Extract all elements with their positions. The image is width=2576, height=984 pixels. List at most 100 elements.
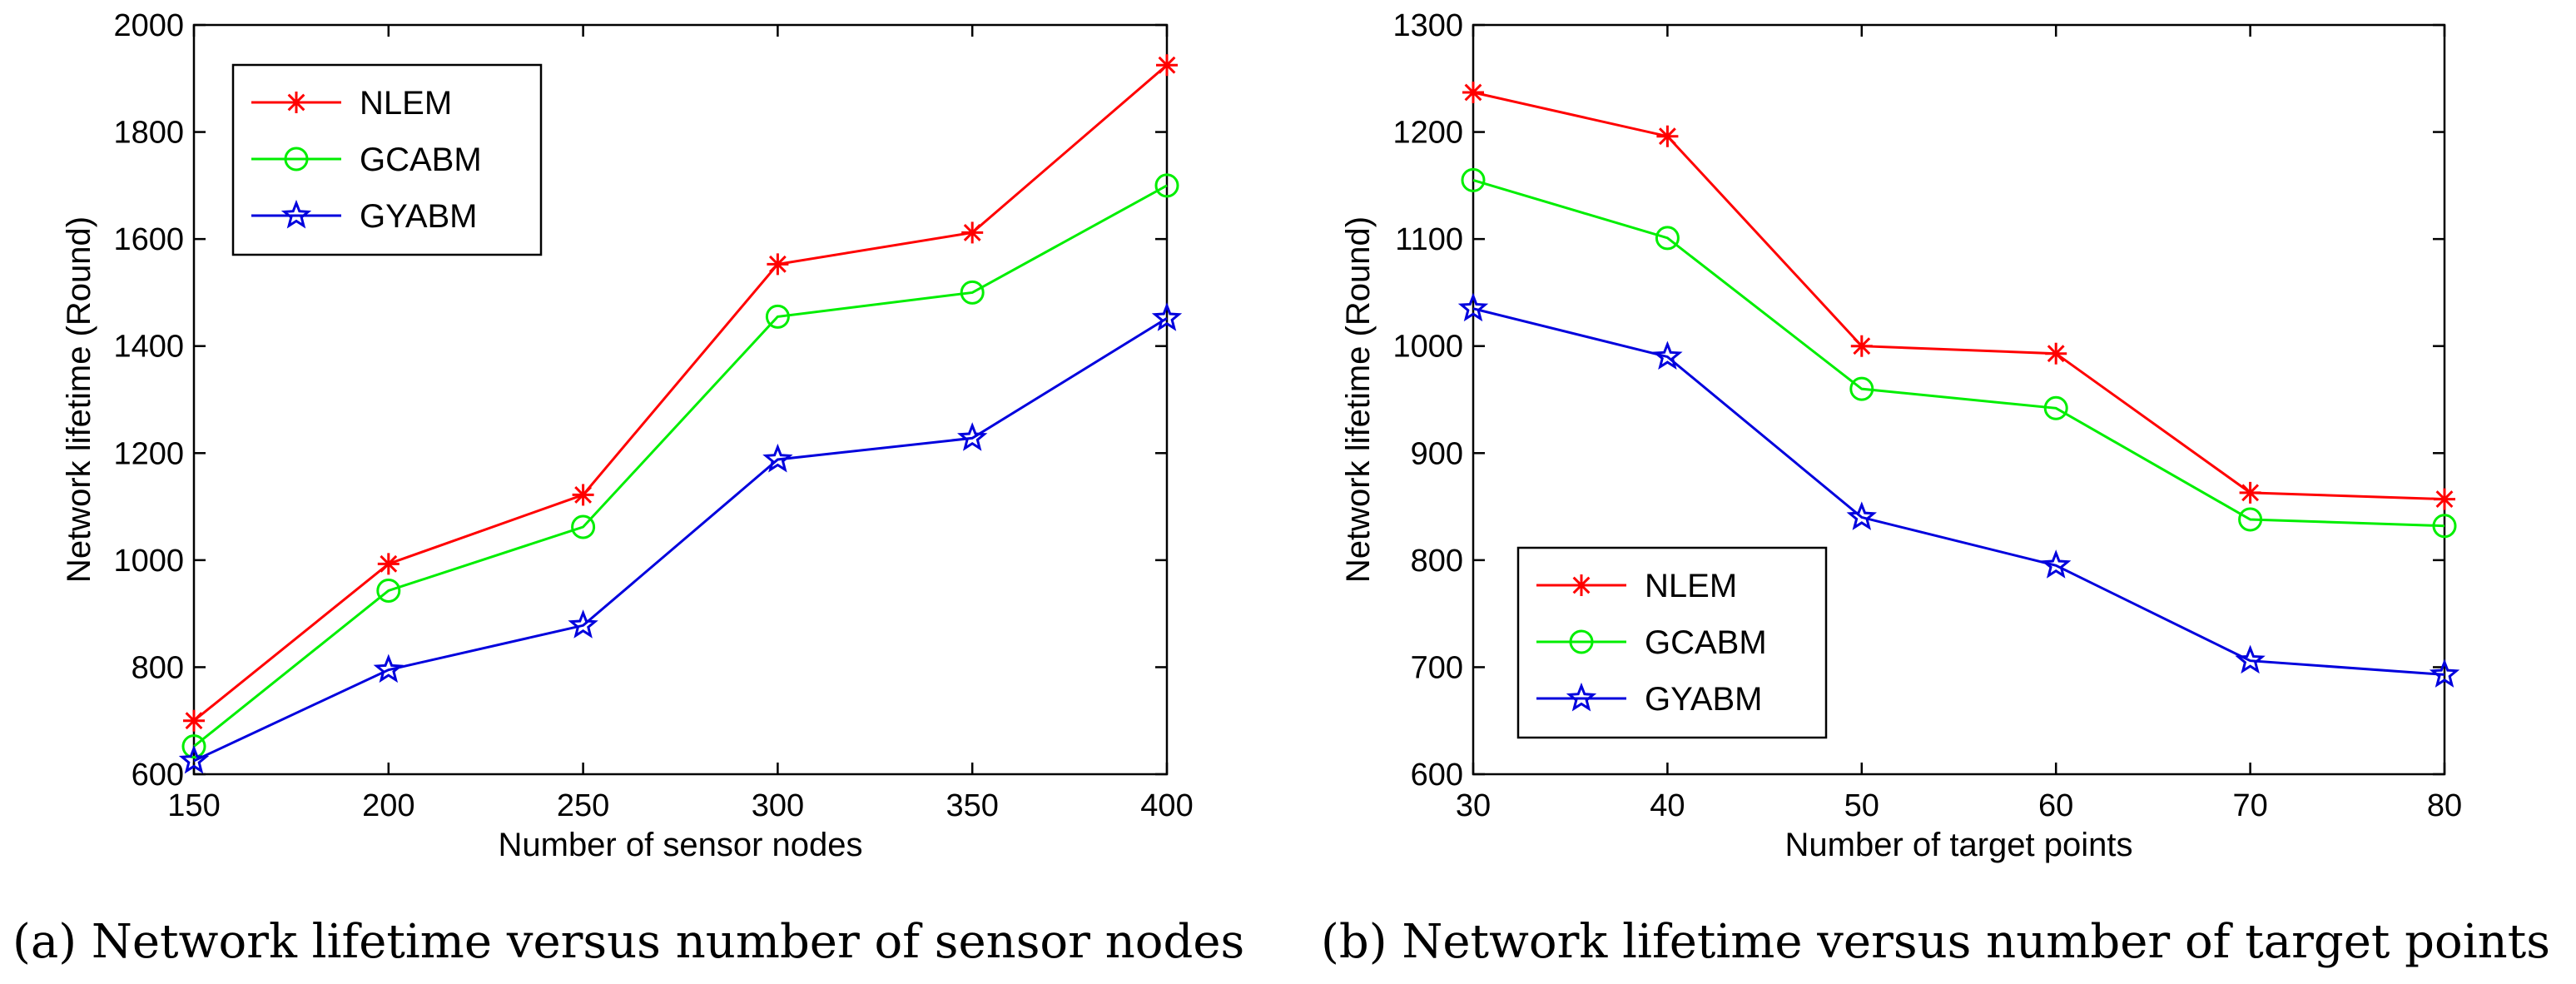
legend-marker-gyabm [1566, 682, 1597, 712]
y-tick-label: 900 [1411, 436, 1463, 471]
y-tick-label: 1300 [1392, 8, 1463, 43]
y-axis-label: Network lifetime (Round) [61, 216, 97, 583]
data-point-gcabm [2043, 395, 2068, 420]
legend-label-gcabm: GCABM [1645, 624, 1767, 661]
data-point-gcabm [1849, 376, 1874, 401]
legend-marker-nlem [1571, 574, 1592, 596]
series-line-gyabm [1472, 307, 2445, 676]
y-tick-label: 1000 [1392, 330, 1463, 365]
data-point-nlem [1656, 125, 1679, 147]
series-line-gcabm [193, 184, 1168, 748]
data-point-gyabm [762, 443, 793, 473]
legend-entry-gcabm: GCABM [251, 142, 482, 178]
legend-entry-nlem: NLEM [1536, 568, 1737, 604]
data-point-gyabm [1457, 292, 1489, 322]
series-gcabm [1461, 167, 2457, 539]
data-point-gcabm [571, 514, 596, 539]
legend-entry-nlem: NLEM [251, 85, 452, 122]
legend-label-gcabm: GCABM [360, 142, 482, 178]
series-line-gyabm [193, 317, 1168, 763]
y-tick-label: 600 [1411, 758, 1463, 793]
data-point-nlem [2434, 488, 2455, 510]
legend: NLEM GCABM GYABM [1516, 546, 1828, 739]
data-point-gyabm [568, 609, 598, 639]
legend-marker-nlem [285, 92, 307, 113]
chart-b-network-lifetime-vs-target-points: 30 40 50 60 70 80 600 700 800 900 1000 1100 1200 1300… [1340, 8, 2462, 863]
data-point-gcabm [2432, 514, 2457, 539]
y-tick-label: 800 [1411, 544, 1463, 579]
data-point-gcabm [1154, 173, 1179, 198]
data-point-nlem [1850, 335, 1873, 357]
legend-entry-gyabm: GYABM [1536, 681, 1763, 718]
legend-entry-gyabm: GYABM [251, 198, 478, 235]
data-point-nlem [1156, 54, 1178, 77]
legend-label-nlem: NLEM [1645, 568, 1737, 604]
data-point-gyabm [178, 744, 210, 774]
series-gyabm [1457, 292, 2460, 688]
caption-b: (b) Network lifetime versus number of ta… [1321, 915, 2550, 969]
data-point-nlem [961, 221, 984, 244]
x-tick-label: 300 [752, 788, 804, 823]
y-tick-label: 1200 [1392, 116, 1463, 151]
x-tick-label: 50 [1844, 788, 1879, 823]
series-line-nlem [1472, 91, 2445, 501]
legend-marker-gyabm [280, 199, 312, 229]
y-axis-label: Network lifetime (Round) [1340, 216, 1377, 583]
data-point-gyabm [1846, 501, 1877, 530]
y-tick-label: 600 [132, 758, 184, 793]
legend: NLEM GCABM GYABM [231, 63, 543, 256]
data-point-gyabm [373, 654, 404, 683]
x-tick-label: 40 [1650, 788, 1685, 823]
legend-label-gyabm: GYABM [1645, 681, 1763, 718]
legend-marker-gcabm [284, 147, 309, 171]
plot-frame [1472, 23, 2446, 776]
y-tick-label: 800 [132, 650, 184, 685]
data-point-gyabm [957, 422, 988, 451]
series-gcabm [181, 173, 1179, 759]
legend-marker-gcabm [1569, 629, 1594, 654]
series-line-nlem [193, 64, 1168, 722]
x-tick-label: 150 [167, 788, 220, 823]
data-point-gyabm [2235, 644, 2266, 674]
y-tick-label: 1100 [1395, 222, 1463, 257]
data-point-gcabm [960, 280, 985, 305]
data-point-nlem [572, 484, 594, 506]
data-point-gcabm [1461, 167, 1486, 192]
x-tick-label: 250 [557, 788, 609, 823]
data-point-nlem [1462, 82, 1484, 103]
y-tick-label: 700 [1411, 650, 1463, 685]
data-point-gcabm [2238, 507, 2263, 532]
data-point-gcabm [376, 579, 401, 603]
data-point-nlem [377, 553, 400, 575]
x-tick-label: 350 [946, 788, 998, 823]
y-tick-label: 1200 [113, 436, 184, 471]
x-tick-label: 80 [2427, 788, 2462, 823]
y-tick-label: 1400 [113, 330, 184, 365]
series-nlem [183, 54, 1178, 732]
legend-label-nlem: NLEM [360, 85, 452, 122]
x-tick-label: 200 [362, 788, 414, 823]
data-point-nlem [767, 253, 789, 276]
series-nlem [1462, 82, 2455, 510]
data-point-gyabm [2429, 658, 2460, 688]
data-point-gcabm [181, 734, 206, 759]
data-point-gyabm [1151, 302, 1183, 331]
series-gyabm [178, 302, 1183, 774]
y-tick-label: 1000 [113, 544, 184, 579]
data-point-nlem [2045, 342, 2067, 365]
data-point-gyabm [1652, 340, 1683, 370]
plot-frame [192, 23, 1169, 776]
y-tick-label: 1600 [113, 222, 184, 257]
data-point-gcabm [1655, 226, 1680, 251]
x-axis-label: Number of target points [1785, 827, 2133, 863]
y-tick-label: 1800 [113, 116, 184, 151]
x-tick-label: 400 [1140, 788, 1193, 823]
x-axis-label: Number of sensor nodes [498, 827, 862, 863]
legend-entry-gcabm: GCABM [1536, 624, 1767, 661]
data-point-gyabm [2041, 549, 2072, 579]
legend-label-gyabm: GYABM [360, 198, 478, 235]
y-tick-label: 2000 [113, 8, 184, 43]
series-line-gcabm [1472, 178, 2445, 528]
data-point-gcabm [765, 304, 790, 329]
